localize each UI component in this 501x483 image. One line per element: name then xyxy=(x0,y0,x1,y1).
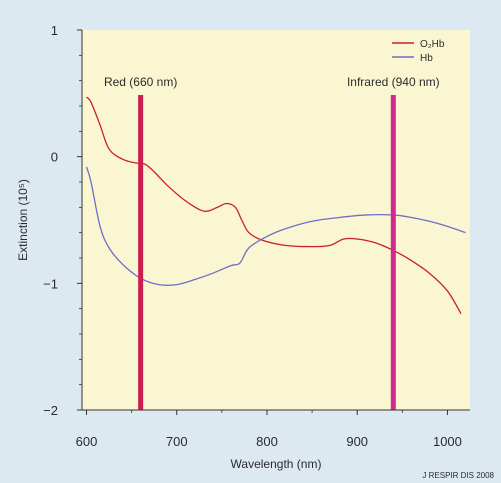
x-tick-label: 900 xyxy=(346,434,368,449)
axes: 1 0 −1 −2 600 700 800 900 1000 xyxy=(43,23,470,449)
y-tick-label: 1 xyxy=(51,23,58,38)
series-line-o2hb xyxy=(86,96,462,315)
x-tick-label: 700 xyxy=(166,434,188,449)
y-tick-label: 0 xyxy=(51,150,58,165)
source-credit: J RESPIR DIS 2008 xyxy=(422,471,494,480)
x-tick-label: 800 xyxy=(256,434,278,449)
y-axis-label: Extinction (10⁵) xyxy=(16,179,30,261)
reference-lines xyxy=(138,95,396,410)
series-line-hb xyxy=(85,166,466,286)
x-axis-label: Wavelength (nm) xyxy=(231,457,322,471)
legend-label-o2hb: O₂Hb xyxy=(420,39,445,50)
series-lines xyxy=(85,96,466,315)
reference-label-red: Red (660 nm) xyxy=(104,75,177,89)
x-tick-label: 600 xyxy=(76,434,98,449)
y-tick-label: −2 xyxy=(43,403,58,418)
plot-area xyxy=(82,30,470,410)
y-tick-label: −1 xyxy=(43,276,58,291)
x-tick-label: 1000 xyxy=(433,434,462,449)
reference-label-infrared: Infrared (940 nm) xyxy=(347,75,440,89)
legend: O₂Hb Hb xyxy=(392,39,445,64)
legend-label-hb: Hb xyxy=(420,53,433,64)
